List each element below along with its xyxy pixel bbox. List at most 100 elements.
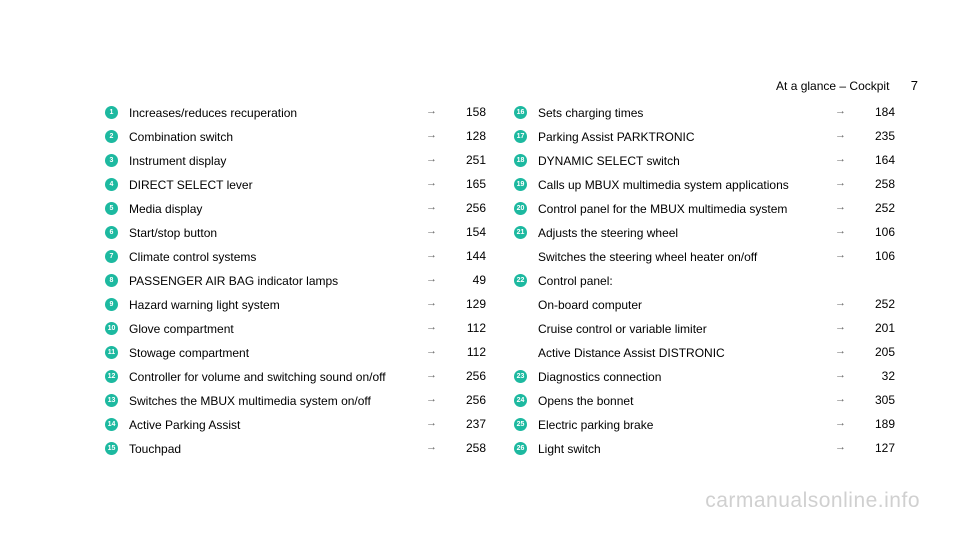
list-item: 13 Switches the MBUX multimedia system on… [105,393,486,410]
item-number-badge: 19 [514,178,527,191]
item-label: Cruise control or variable limiter [538,321,835,337]
list-item: 2Combination switch→128 [105,129,486,146]
item-label: Switches the MBUX multimedia system on/o… [129,393,426,409]
list-item: 26Light switch→127 [514,441,895,458]
item-label: Active Parking Assist [129,417,426,433]
content-columns: 1Increases/reduces recuperation→1582Comb… [105,105,895,465]
badge-spacer [514,345,527,358]
item-number-badge: 4 [105,178,118,191]
item-number-badge: 17 [514,130,527,143]
item-number-badge: 10 [105,322,118,335]
list-item: 15Touchpad→258 [105,441,486,458]
arrow-icon: → [835,321,855,333]
list-item: 10Glove compartment→112 [105,321,486,338]
item-label: Touchpad [129,441,426,457]
item-page-ref: 129 [446,297,486,311]
arrow-icon: → [426,225,446,237]
list-item: 9 Hazard warning light system→129 [105,297,486,314]
item-label: Stowage compartment [129,345,426,361]
arrow-icon: → [835,105,855,117]
item-label: Adjusts the steering wheel [538,225,835,241]
arrow-icon: → [835,249,855,261]
item-page-ref: 112 [446,321,486,335]
item-page-ref: 184 [855,105,895,119]
item-label: Control panel for the MBUX multimedia sy… [538,201,835,217]
item-page-ref: 144 [446,249,486,263]
item-label: DYNAMIC SELECT switch [538,153,835,169]
item-label: DIRECT SELECT lever [129,177,426,193]
item-number-badge: 1 [105,106,118,119]
arrow-icon: → [835,129,855,141]
item-page-ref: 158 [446,105,486,119]
item-label: Media display [129,201,426,217]
item-number-badge: 18 [514,154,527,167]
list-item: 8 PASSENGER AIR BAG indicator lamps→49 [105,273,486,290]
arrow-icon: → [835,417,855,429]
arrow-icon: → [835,369,855,381]
item-number-badge: 22 [514,274,527,287]
item-page-ref: 49 [446,273,486,287]
item-page-ref: 165 [446,177,486,191]
list-item: 25Electric parking brake→189 [514,417,895,434]
list-item: 11Stowage compartment→112 [105,345,486,362]
arrow-icon: → [426,201,446,213]
arrow-icon: → [426,345,446,357]
item-label: Switches the steering wheel heater on/of… [538,249,835,265]
item-number-badge: 5 [105,202,118,215]
list-item: 3Instrument display→251 [105,153,486,170]
list-item: Active Distance Assist DISTRONIC→205 [514,345,895,362]
list-item: 22Control panel: [514,273,895,290]
arrow-icon: → [835,153,855,165]
item-label: Sets charging times [538,105,835,121]
item-number-badge: 6 [105,226,118,239]
item-label: Active Distance Assist DISTRONIC [538,345,835,361]
item-page-ref: 256 [446,393,486,407]
item-page-ref: 128 [446,129,486,143]
item-label: Increases/reduces recuperation [129,105,426,121]
item-number-badge: 13 [105,394,118,407]
header-title: At a glance – Cockpit [776,79,889,93]
item-number-badge: 21 [514,226,527,239]
arrow-icon: → [426,273,446,285]
list-item: 4DIRECT SELECT lever→165 [105,177,486,194]
arrow-icon: → [835,297,855,309]
item-label: Controller for volume and switching soun… [129,369,426,385]
item-label: Calls up MBUX multimedia system applicat… [538,177,835,193]
list-item: 14Active Parking Assist→237 [105,417,486,434]
list-item: 16Sets charging times→184 [514,105,895,122]
list-item: 24Opens the bonnet→305 [514,393,895,410]
item-number-badge: 23 [514,370,527,383]
item-number-badge: 9 [105,298,118,311]
arrow-icon: → [835,345,855,357]
item-label: Light switch [538,441,835,457]
item-label: Hazard warning light system [129,297,426,313]
item-page-ref: 252 [855,297,895,311]
item-page-ref: 106 [855,225,895,239]
item-page-ref: 251 [446,153,486,167]
item-page-ref: 237 [446,417,486,431]
list-item: On-board computer→252 [514,297,895,314]
arrow-icon: → [835,201,855,213]
item-number-badge: 26 [514,442,527,455]
item-page-ref: 258 [855,177,895,191]
list-item: 19 Calls up MBUX multimedia system applic… [514,177,895,194]
list-item: 23Diagnostics connection→32 [514,369,895,386]
watermark: carmanualsonline.info [705,489,920,513]
item-label: PASSENGER AIR BAG indicator lamps [129,273,426,289]
arrow-icon: → [426,297,446,309]
list-item: 18DYNAMIC SELECT switch→164 [514,153,895,170]
arrow-icon: → [835,225,855,237]
item-label: Opens the bonnet [538,393,835,409]
item-page-ref: 32 [855,369,895,383]
item-number-badge: 15 [105,442,118,455]
item-page-ref: 201 [855,321,895,335]
item-page-ref: 127 [855,441,895,455]
item-label: Combination switch [129,129,426,145]
page-header: At a glance – Cockpit 7 [776,78,918,93]
list-item: Switches the steering wheel heater on/of… [514,249,895,266]
arrow-icon: → [835,177,855,189]
item-number-badge: 8 [105,274,118,287]
item-page-ref: 256 [446,201,486,215]
item-number-badge: 2 [105,130,118,143]
list-item: 7Climate control systems→144 [105,249,486,266]
